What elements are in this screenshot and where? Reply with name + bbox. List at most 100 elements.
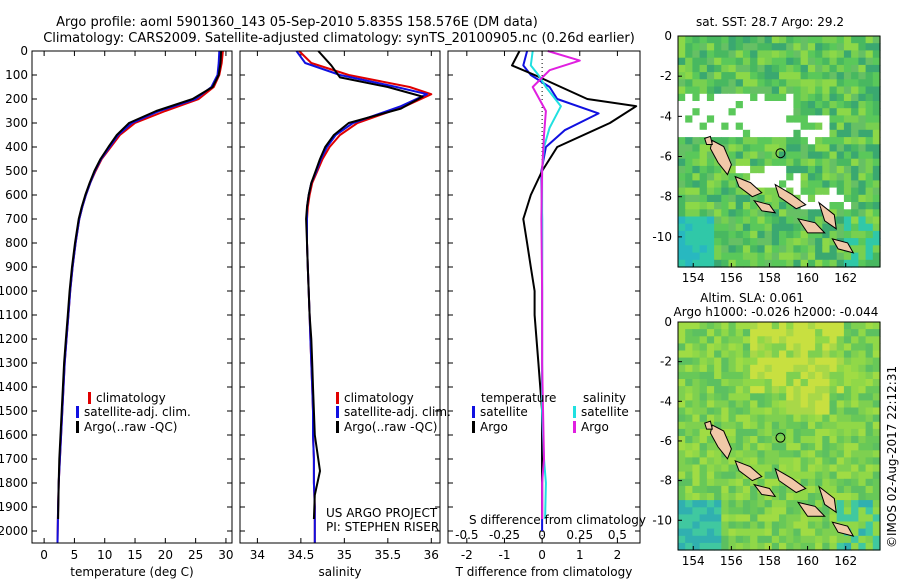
map-cell [714, 202, 722, 210]
island-shape [831, 238, 855, 254]
map-cell [757, 343, 766, 352]
map-cell [699, 542, 708, 551]
map-cell [851, 86, 859, 95]
map-cell [843, 122, 852, 131]
map-cell [771, 436, 780, 444]
map-cell [771, 101, 780, 109]
map-cell [750, 493, 758, 501]
map-cell [678, 36, 686, 44]
map-cell [858, 414, 867, 423]
map-cell [692, 137, 701, 145]
map-cell [851, 478, 859, 487]
map-cell [807, 64, 816, 73]
map-cell [678, 457, 686, 466]
map-cell [822, 223, 831, 232]
map-cell [742, 165, 751, 174]
map-cell [685, 478, 693, 487]
map-cell [735, 165, 744, 174]
map-cell [793, 93, 802, 102]
map-cell [771, 158, 780, 167]
map-cell [692, 379, 701, 387]
map-cell [771, 187, 780, 196]
map-cell [692, 357, 701, 366]
map-cell [735, 194, 744, 203]
map-cell [829, 379, 838, 387]
x-axis-label: temperature (deg C) [70, 565, 193, 579]
map-cell [678, 428, 686, 437]
map-cell [750, 202, 758, 210]
map-cell [692, 443, 701, 451]
map-cell [822, 50, 831, 59]
map-cell [815, 464, 823, 473]
map-cell [750, 137, 758, 145]
map-cell [858, 386, 867, 394]
map-cell [714, 180, 722, 189]
map-cell [685, 245, 693, 254]
map-cell [815, 428, 823, 437]
map-cell [692, 180, 701, 189]
map-cell [750, 436, 758, 444]
map-cell [843, 336, 852, 344]
map-cell [764, 180, 773, 189]
map-cell [800, 371, 809, 380]
map-cell [822, 252, 831, 261]
map-cell [685, 129, 693, 138]
map-cell [836, 507, 845, 515]
map-cell [872, 209, 881, 218]
y-tick-label: 2000 [0, 524, 28, 538]
map-cell [779, 144, 787, 153]
map-cell [851, 428, 859, 437]
map-cell [692, 57, 701, 66]
map-cell [843, 187, 852, 196]
map-cell [815, 50, 823, 59]
map-cell [678, 500, 686, 508]
map-cell [706, 443, 715, 451]
map-cell [750, 457, 758, 466]
map-cell [706, 386, 715, 394]
map-cell [692, 457, 701, 466]
map-cell [757, 364, 766, 373]
map-cell [815, 187, 823, 196]
map-cell [858, 400, 867, 409]
map-cell [742, 209, 751, 218]
map-cell [779, 245, 787, 254]
x-tick-label: 1 [576, 548, 584, 562]
map-cell [742, 493, 751, 501]
map-cell [836, 115, 845, 124]
map-cell [872, 521, 881, 530]
map-cell [800, 379, 809, 387]
map-cell [836, 393, 845, 401]
map-cell [728, 542, 737, 551]
legend-label-salinity: salinity [583, 391, 626, 405]
map-cell [872, 43, 881, 51]
map-cell [829, 101, 838, 109]
map-cell [843, 158, 852, 167]
map-cell [865, 93, 874, 102]
map-cell [735, 101, 744, 109]
map-cell [851, 245, 859, 254]
map-cell [793, 364, 802, 373]
map-cell [786, 393, 794, 401]
map-cell [822, 36, 831, 44]
map-cell [815, 421, 823, 430]
map-cell [800, 322, 809, 330]
map-cell [793, 379, 802, 387]
map-cell [742, 93, 751, 102]
map-cell [779, 108, 787, 116]
map-cell [851, 514, 859, 523]
map-cell [779, 371, 787, 380]
map-cell [735, 450, 744, 458]
map-cell [822, 72, 831, 80]
map-cell [699, 357, 708, 366]
map-cell [815, 471, 823, 480]
map-cell [829, 535, 838, 544]
map-cell [764, 343, 773, 352]
map-cell [779, 507, 787, 515]
map-cell [836, 259, 845, 268]
map-cell [692, 252, 701, 261]
map-cell [829, 350, 838, 359]
map-cell [807, 115, 816, 124]
top-tick-label: -0.5 [455, 528, 478, 542]
map-cell [750, 230, 758, 239]
map-cell [721, 464, 730, 473]
